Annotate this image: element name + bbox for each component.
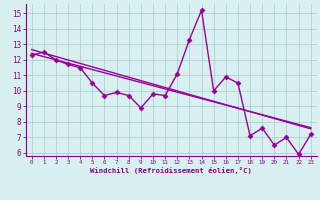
X-axis label: Windchill (Refroidissement éolien,°C): Windchill (Refroidissement éolien,°C) — [90, 167, 252, 174]
